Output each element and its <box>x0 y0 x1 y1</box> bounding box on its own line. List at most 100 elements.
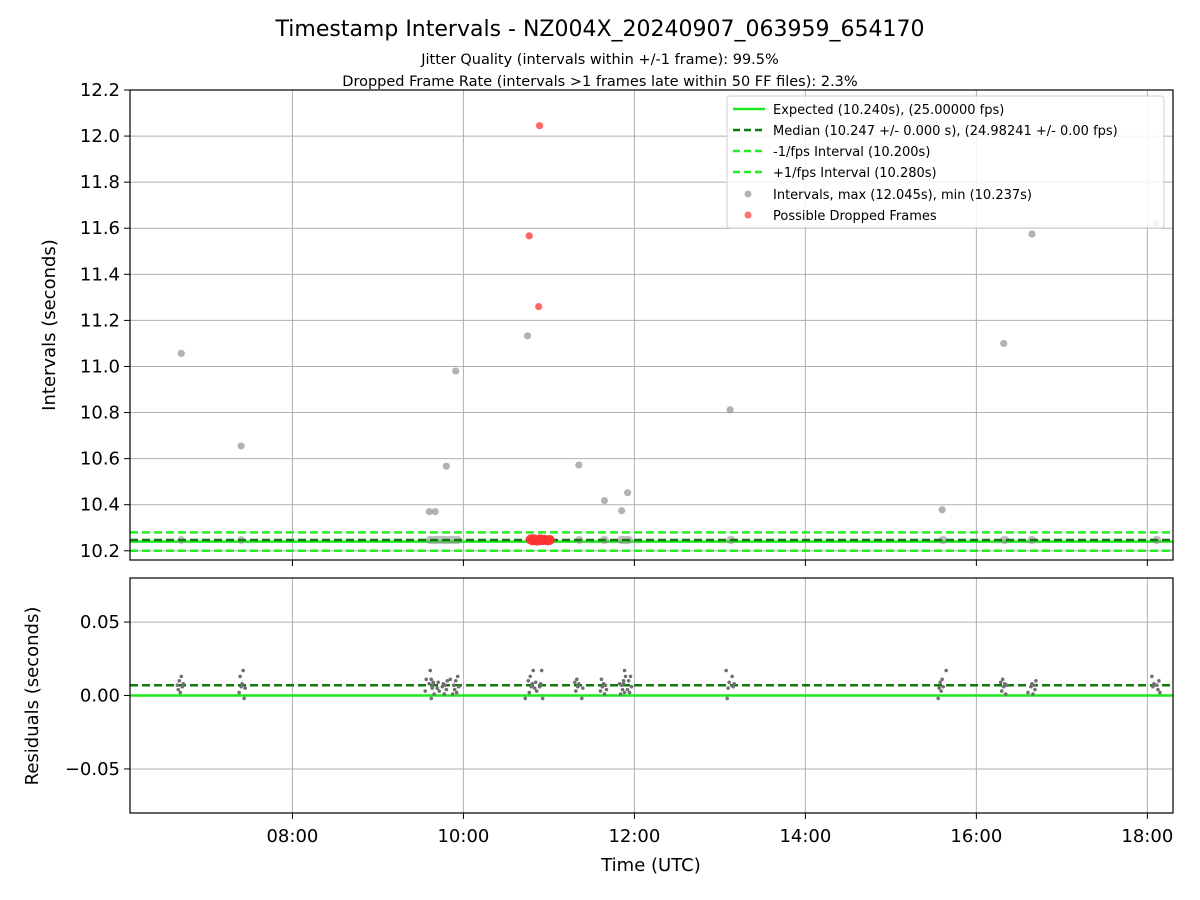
residual-point <box>429 677 434 682</box>
legend: Expected (10.240s), (25.00000 fps) Media… <box>726 95 1165 229</box>
residual-point <box>576 684 580 689</box>
residual-point <box>175 683 180 688</box>
intervals-y-axis-label: Intervals (seconds) <box>39 239 60 411</box>
interval-point <box>600 496 609 505</box>
residual-point <box>573 680 577 685</box>
residual-point <box>618 692 623 696</box>
residual-point <box>523 696 528 701</box>
interval-point <box>726 406 734 414</box>
residual-point <box>580 696 584 701</box>
residual-point <box>1029 684 1033 689</box>
intervals-plot-frame <box>129 89 1174 561</box>
residual-point <box>602 692 607 696</box>
intervals-y-tick-label: 11.4 <box>80 264 120 285</box>
residual-point <box>621 679 626 683</box>
residual-point <box>529 684 534 689</box>
x-tick-label: 12:00 <box>608 826 660 847</box>
intervals-reference-lines <box>130 531 1173 553</box>
residual-point <box>939 689 943 693</box>
residual-point <box>443 683 448 688</box>
residual-point <box>581 686 585 690</box>
residual-point <box>604 687 609 692</box>
residual-point <box>176 687 181 692</box>
legend-median-label: Median (10.247 +/- 0.000 s), (24.98241 +… <box>773 124 1118 139</box>
residual-point <box>241 668 245 673</box>
legend-expected-label: Expected (10.240s), (25.00000 fps) <box>773 103 1004 118</box>
intervals-y-tick-label: 10.2 <box>80 541 120 562</box>
residual-point <box>448 677 453 682</box>
residual-point <box>1157 679 1161 683</box>
residual-point <box>431 681 436 686</box>
residual-point <box>445 679 450 683</box>
residual-point <box>1032 683 1036 688</box>
interval-point <box>442 462 450 470</box>
residual-point <box>625 687 630 692</box>
intervals-y-tick-label: 10.4 <box>80 495 120 516</box>
residual-point <box>1156 687 1160 692</box>
residual-point <box>453 679 458 683</box>
residual-point <box>623 674 628 679</box>
residual-point <box>944 668 948 673</box>
residual-point <box>724 668 728 673</box>
interval-point <box>452 367 460 375</box>
residual-point <box>1026 690 1030 695</box>
residual-point <box>424 677 429 682</box>
residual-point <box>534 689 539 693</box>
intervals-y-tick-label: 11.2 <box>80 310 120 331</box>
x-tick-label: 14:00 <box>779 826 831 847</box>
residual-point <box>237 690 241 695</box>
residual-point <box>437 689 442 693</box>
residual-point <box>1155 683 1159 688</box>
residual-point <box>1031 692 1035 696</box>
intervals-y-tick-label: 12.2 <box>80 80 120 101</box>
residuals-panel: −0.05 0.00 0.05 Residuals (seconds) 08:00 1… <box>22 577 1174 876</box>
residual-point <box>1158 690 1162 695</box>
residual-point <box>428 668 433 673</box>
residual-point <box>937 686 941 690</box>
residual-point <box>999 689 1004 693</box>
legend-upper-bound-label: +1/fps Interval (10.280s) <box>773 166 937 181</box>
residual-point <box>450 692 455 696</box>
residual-point <box>180 684 185 689</box>
residual-point <box>598 689 603 693</box>
intervals-y-tick-label: 10.6 <box>80 449 120 470</box>
dropped-frame-point <box>535 302 543 311</box>
residual-point <box>731 684 735 689</box>
residual-point <box>577 681 581 686</box>
residual-point <box>539 668 544 673</box>
residual-point <box>998 680 1003 685</box>
interval-point <box>1000 339 1008 348</box>
residual-point <box>1034 679 1038 683</box>
residual-point <box>1033 687 1037 692</box>
residual-point <box>432 692 437 696</box>
residual-point <box>629 684 634 689</box>
residual-point <box>1001 684 1006 689</box>
residual-point <box>181 681 186 686</box>
residual-point <box>936 696 940 701</box>
legend-intervals-marker <box>744 190 752 198</box>
residual-point <box>454 690 459 695</box>
dropped-frame-point <box>525 232 533 240</box>
residual-point <box>238 674 242 679</box>
residuals-y-axis-label: Residuals (seconds) <box>22 607 43 786</box>
residuals-y-tick-label: 0.00 <box>80 686 120 707</box>
residual-point <box>1151 684 1155 689</box>
intervals-panel: 10.2 10.4 10.6 10.8 11.0 11.2 11.4 11.6 11.8 12.0… <box>39 80 1174 566</box>
residual-point <box>423 689 428 693</box>
residual-point <box>727 680 731 685</box>
residual-point <box>533 680 538 685</box>
residual-point <box>440 684 445 689</box>
residuals-plot-frame <box>129 577 1174 814</box>
residual-point <box>725 696 729 701</box>
residual-point <box>627 690 632 695</box>
residual-point <box>452 687 457 692</box>
residual-point <box>429 696 434 701</box>
chart-subtitle-jitter: Jitter Quality (intervals within +/-1 fr… <box>420 52 779 68</box>
residuals-points <box>175 668 1162 701</box>
x-axis-label: Time (UTC) <box>600 855 701 876</box>
residual-point <box>528 674 533 679</box>
residual-point <box>574 689 578 693</box>
residual-point <box>938 680 942 685</box>
dropped-frame-point <box>544 534 555 545</box>
